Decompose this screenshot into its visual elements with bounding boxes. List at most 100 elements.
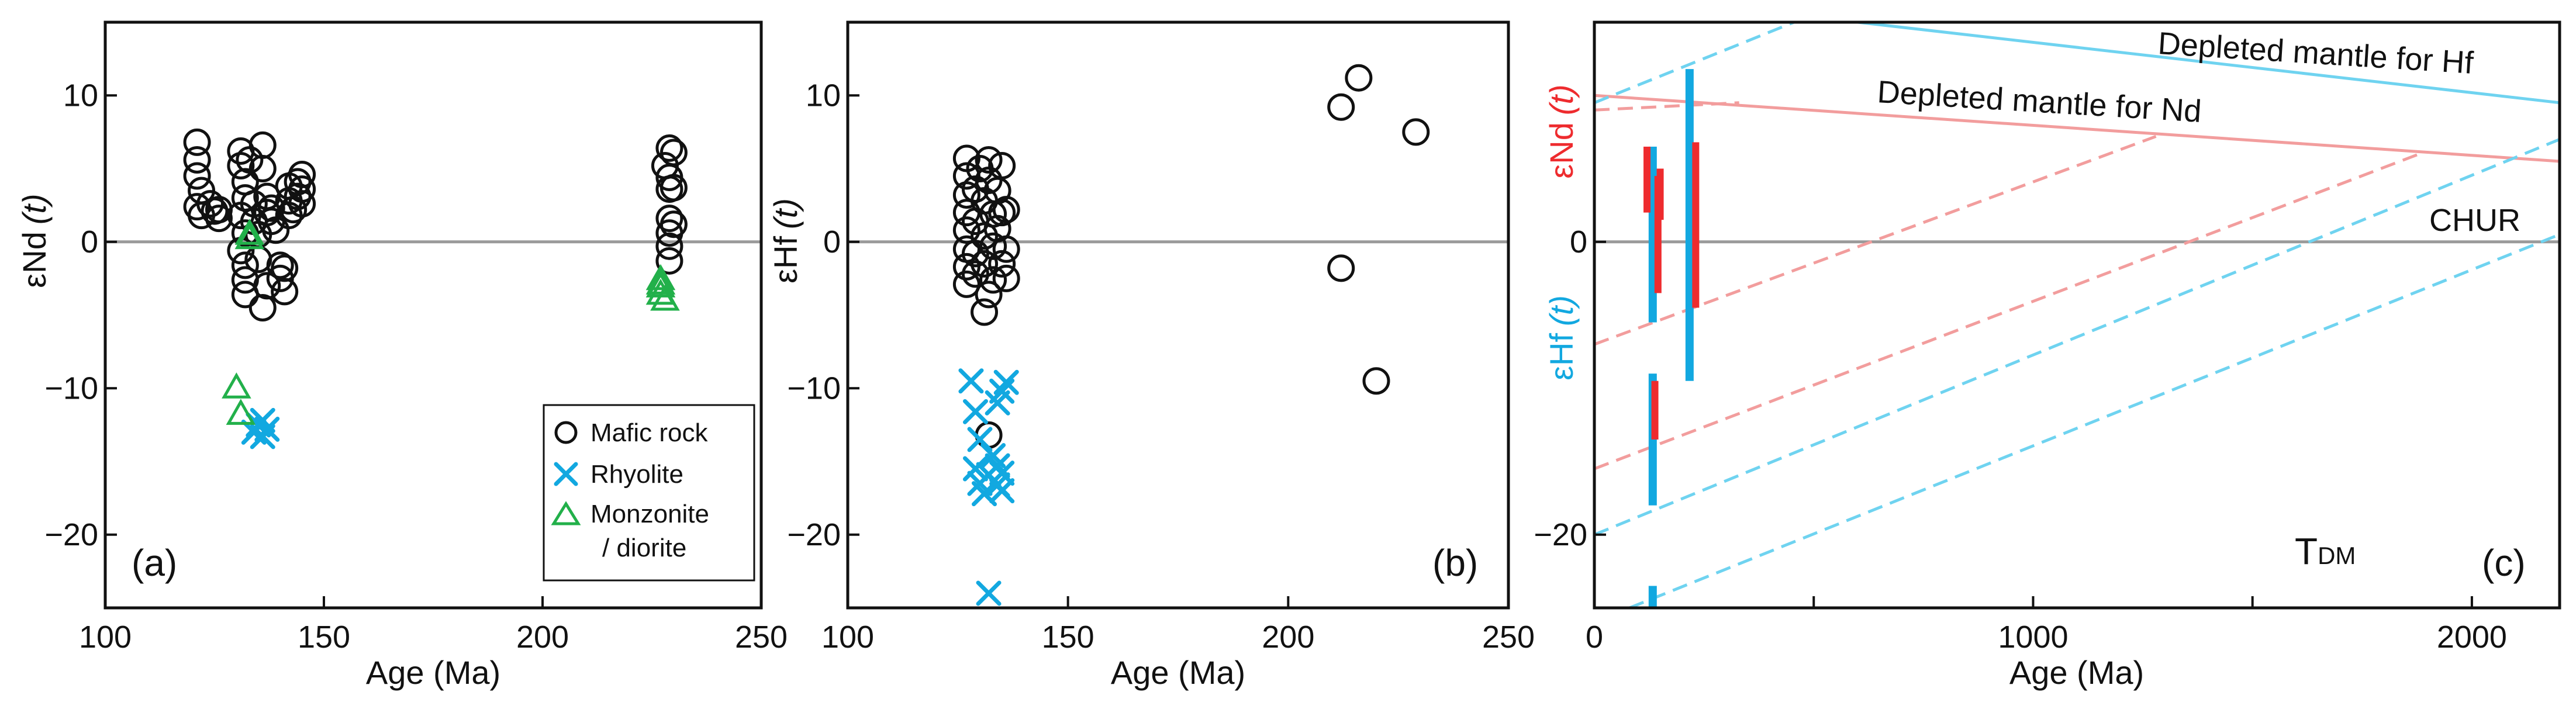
a-ytick-label: 0 — [81, 224, 98, 260]
c-plot-frame — [1593, 20, 2561, 610]
b-xtick-label: 150 — [1042, 620, 1094, 655]
b-y-label-main: εHf — [767, 236, 804, 283]
a-point-circle — [655, 232, 683, 260]
b-point-circle — [1327, 93, 1355, 121]
a-ytick-label: 10 — [63, 78, 98, 113]
b-point-circle — [975, 146, 1003, 174]
b-point-x — [958, 368, 984, 394]
c-evolution-line-hf — [1629, 233, 2560, 608]
a-point-circle — [655, 205, 683, 233]
b-ytick-label: 0 — [823, 224, 841, 260]
b-point-circle — [1327, 254, 1355, 282]
a-point-triangle — [222, 372, 251, 399]
legend-x-marker — [554, 462, 578, 486]
b-xtick-label: 250 — [1482, 620, 1535, 655]
b-plot-frame — [846, 20, 1510, 610]
a-point-circle — [183, 128, 211, 156]
a-panel-letter: (a) — [132, 542, 177, 584]
b-point-x — [989, 478, 1015, 504]
a-point-circle — [659, 210, 688, 238]
a-point-circle — [205, 205, 233, 233]
b-point-circle — [992, 235, 1020, 263]
b-point-circle — [1362, 367, 1390, 395]
a-point-circle — [271, 254, 299, 282]
a-point-triangle — [645, 264, 676, 290]
legend-label-mafic: Mafic rock — [591, 418, 708, 447]
a-point-triangle — [234, 223, 265, 250]
b-point-circle — [952, 270, 980, 298]
c-range-bar-nd — [1651, 381, 1659, 440]
b-point-circle — [971, 298, 999, 326]
panel-c: 0 1000 2000 0 −20 Depleted mantle for Hf Dep… — [1534, 20, 2561, 691]
c-xtick-label: 0 — [1586, 620, 1603, 655]
b-point-circle — [979, 266, 1007, 294]
a-x-axis-label: Age (Ma) — [366, 654, 500, 691]
legend-label-monzonite: Monzonite — [591, 500, 709, 528]
b-point-circle — [975, 281, 1003, 309]
c-y-label-nd-main: εNd — [1543, 122, 1580, 179]
c-x-axis-label: Age (Ma) — [2009, 654, 2144, 691]
c-evolution-line-hf — [1594, 138, 2560, 537]
a-ytick-label: −20 — [44, 517, 98, 552]
c-y-label-nd: εNd (t) — [1543, 84, 1580, 178]
b-data-points — [952, 64, 1430, 606]
b-point-x — [989, 461, 1015, 486]
a-point-triangle — [650, 284, 680, 311]
b-point-circle — [979, 232, 1007, 260]
b-ytick-label: −20 — [787, 517, 841, 552]
c-xtick-label: 1000 — [1998, 620, 2068, 655]
c-evolution-line-nd — [1594, 101, 1739, 112]
c-range-bar-hf — [1648, 586, 1657, 608]
a-plot-frame — [103, 20, 763, 610]
a-point-circle — [288, 161, 316, 189]
b-point-x — [967, 427, 993, 452]
b-ytick-label: 10 — [806, 78, 841, 113]
c-panel-letter: (c) — [2482, 542, 2526, 584]
c-evolution-line-nd — [1594, 153, 2420, 471]
b-panel-letter: (b) — [1432, 542, 1478, 584]
c-ref-line — [1857, 22, 2560, 105]
a-point-triangle — [234, 219, 265, 245]
a-point-circle — [183, 146, 211, 174]
c-annot-chur: CHUR — [2429, 203, 2520, 238]
c-range-bar-nd — [1643, 146, 1651, 213]
a-xtick-label: 250 — [735, 620, 788, 655]
a-point-circle — [266, 251, 294, 279]
a-ytick-label: −10 — [44, 371, 98, 406]
c-xtick-label: 2000 — [2437, 620, 2507, 655]
a-point-circle — [284, 182, 312, 210]
b-point-circle — [1345, 64, 1373, 92]
b-point-circle — [1402, 118, 1430, 146]
a-point-circle — [659, 139, 688, 167]
c-ref-line — [1594, 94, 2560, 163]
legend-triangle-marker — [551, 501, 581, 525]
a-point-circle — [288, 175, 316, 203]
b-point-circle — [975, 421, 1003, 449]
a-xtick-label: 100 — [79, 620, 132, 655]
a-y-label-main: εNd — [16, 231, 53, 288]
a-point-circle — [183, 162, 211, 190]
a-legend: Mafic rock Rhyolite Monzonite / diorite — [543, 404, 755, 582]
c-range-bar-nd — [1692, 142, 1700, 308]
a-point-circle — [288, 190, 316, 218]
a-point-x — [254, 416, 280, 442]
a-point-triangle — [226, 399, 256, 425]
b-point-circle — [961, 240, 989, 268]
a-xtick-label: 150 — [298, 620, 350, 655]
a-y-axis-label: εNd (t) — [16, 193, 53, 288]
b-point-circle — [992, 196, 1020, 224]
a-point-triangle — [645, 268, 676, 295]
a-point-circle — [248, 131, 277, 159]
c-range-bar-nd — [1656, 168, 1664, 220]
b-point-circle — [992, 264, 1020, 292]
c-y-label-hf-t: (t) — [1543, 295, 1580, 326]
a-legend-box — [543, 404, 755, 582]
c-ticks: 0 1000 2000 0 −20 — [1534, 224, 2507, 655]
b-point-circle — [961, 260, 989, 288]
c-range-bar-hf — [1685, 69, 1694, 381]
b-point-circle — [971, 250, 999, 278]
a-point-circle — [659, 174, 688, 202]
